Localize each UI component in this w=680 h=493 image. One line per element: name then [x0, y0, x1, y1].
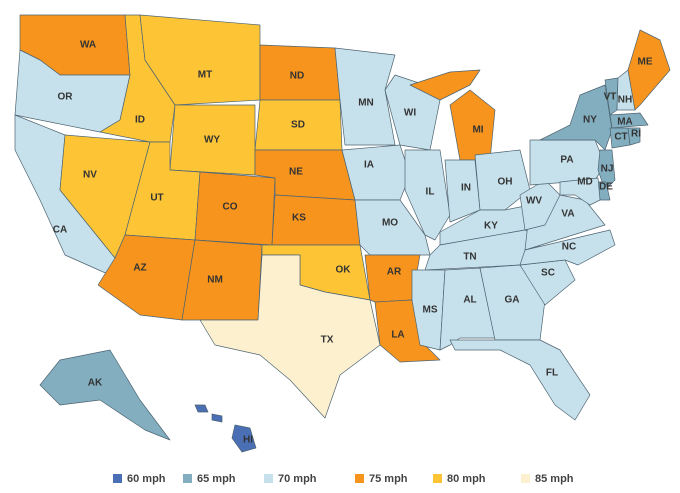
state-label: KY	[484, 221, 498, 232]
legend-label: 65 mph	[197, 473, 236, 485]
state-label: AZ	[133, 263, 146, 274]
state-label: WI	[404, 108, 416, 119]
state	[479, 264, 546, 341]
state	[211, 413, 223, 423]
state-label: WV	[526, 196, 542, 207]
state-label: NJ	[601, 164, 614, 175]
state	[334, 47, 396, 146]
state	[627, 29, 671, 111]
state-label: IN	[461, 183, 471, 194]
state-label: KS	[292, 213, 306, 224]
state-label: AK	[88, 378, 103, 389]
state-label: CA	[53, 225, 67, 236]
state	[199, 254, 381, 419]
state	[559, 177, 601, 206]
state-labels: WA OR CA NV ID MT WY UT AZ CO NM ND SD N…	[53, 40, 653, 446]
state-label: PA	[560, 155, 573, 166]
state-label: MI	[472, 125, 483, 136]
state-label: SD	[291, 120, 305, 131]
legend-swatch	[433, 474, 442, 483]
state	[539, 84, 613, 151]
state-label: MN	[358, 98, 374, 109]
state-label: VA	[561, 209, 574, 220]
state-label: TN	[463, 252, 476, 263]
state-label: NC	[562, 242, 576, 253]
states	[14, 14, 671, 453]
legend-label: 60 mph	[127, 473, 166, 485]
state-label: OR	[58, 92, 74, 103]
state-label: MT	[198, 70, 212, 81]
state-label: VT	[604, 92, 617, 103]
state-label: IA	[364, 160, 374, 171]
state	[39, 349, 171, 441]
state-label: CO	[223, 202, 238, 213]
state	[409, 69, 481, 101]
state-label: IL	[426, 187, 435, 198]
state-label: NH	[618, 95, 632, 106]
state	[194, 404, 209, 413]
legend-swatch	[264, 474, 273, 483]
state-label: OH	[498, 177, 513, 188]
legend-swatch	[355, 474, 364, 483]
state-label: AL	[463, 295, 476, 306]
state-label: RI	[631, 129, 641, 140]
legend-label: 85 mph	[535, 473, 574, 485]
state	[627, 127, 641, 146]
state-label: TX	[321, 335, 334, 346]
legend: 60 mph 65 mph 70 mph 75 mph 80 mph 85 mph	[113, 473, 574, 485]
state	[404, 149, 451, 241]
state	[231, 424, 257, 453]
state	[609, 112, 649, 129]
state-label: ND	[290, 71, 304, 82]
state-label: UT	[150, 193, 163, 204]
legend-label: 80 mph	[447, 473, 486, 485]
state-label: NY	[583, 115, 597, 126]
state-label: HI	[243, 435, 253, 446]
state-label: AR	[387, 267, 402, 278]
legend-swatch	[521, 474, 530, 483]
legend-swatch	[183, 474, 192, 483]
state-label: ME	[638, 57, 653, 68]
state-label: MS	[423, 305, 438, 316]
state-label: NM	[207, 275, 223, 286]
state	[519, 229, 616, 266]
state-label: DE	[599, 182, 613, 193]
state-label: WA	[80, 40, 96, 51]
legend-swatch	[113, 474, 122, 483]
state-label: ID	[135, 115, 145, 126]
state-label: NV	[83, 170, 97, 181]
legend-label: 70 mph	[278, 473, 317, 485]
state-label: OK	[336, 265, 352, 276]
state-label: MA	[617, 117, 633, 128]
state-label: NE	[289, 167, 303, 178]
state-label: GA	[505, 295, 520, 306]
state-label: FL	[546, 368, 558, 379]
state-label: MO	[382, 218, 398, 229]
state-label: WY	[204, 135, 220, 146]
state	[139, 14, 261, 106]
state	[597, 149, 616, 191]
state-label: CT	[614, 132, 627, 143]
state	[449, 339, 591, 421]
state	[271, 194, 361, 246]
state	[474, 149, 531, 211]
state-label: LA	[391, 330, 404, 341]
state-label: MD	[577, 177, 593, 188]
state	[449, 89, 496, 161]
state	[411, 269, 446, 351]
state-label: SC	[541, 268, 555, 279]
legend-label: 75 mph	[369, 473, 408, 485]
